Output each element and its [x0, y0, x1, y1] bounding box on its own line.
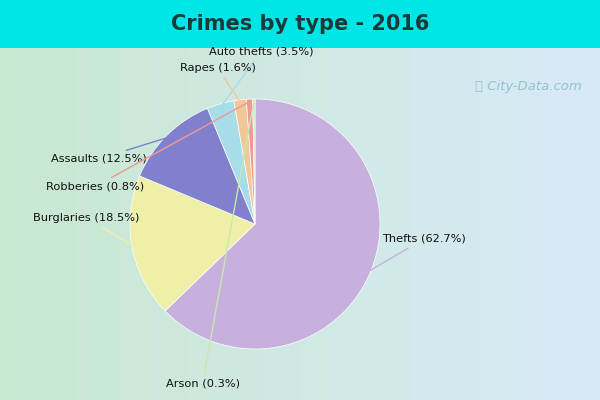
Text: Thefts (62.7%): Thefts (62.7%): [370, 234, 466, 270]
Wedge shape: [247, 99, 255, 224]
Text: Auto thefts (3.5%): Auto thefts (3.5%): [209, 46, 314, 104]
Wedge shape: [253, 99, 255, 224]
Text: ⓘ City-Data.com: ⓘ City-Data.com: [475, 80, 582, 93]
Text: Assaults (12.5%): Assaults (12.5%): [51, 138, 166, 164]
Text: Burglaries (18.5%): Burglaries (18.5%): [33, 213, 139, 245]
Wedge shape: [140, 108, 255, 224]
Wedge shape: [165, 99, 380, 349]
Text: Crimes by type - 2016: Crimes by type - 2016: [171, 14, 429, 34]
Wedge shape: [130, 176, 255, 311]
Wedge shape: [234, 99, 255, 224]
Wedge shape: [208, 101, 255, 224]
Text: Arson (0.3%): Arson (0.3%): [166, 104, 253, 389]
Text: Robberies (0.8%): Robberies (0.8%): [46, 103, 247, 192]
Text: Rapes (1.6%): Rapes (1.6%): [179, 63, 256, 100]
